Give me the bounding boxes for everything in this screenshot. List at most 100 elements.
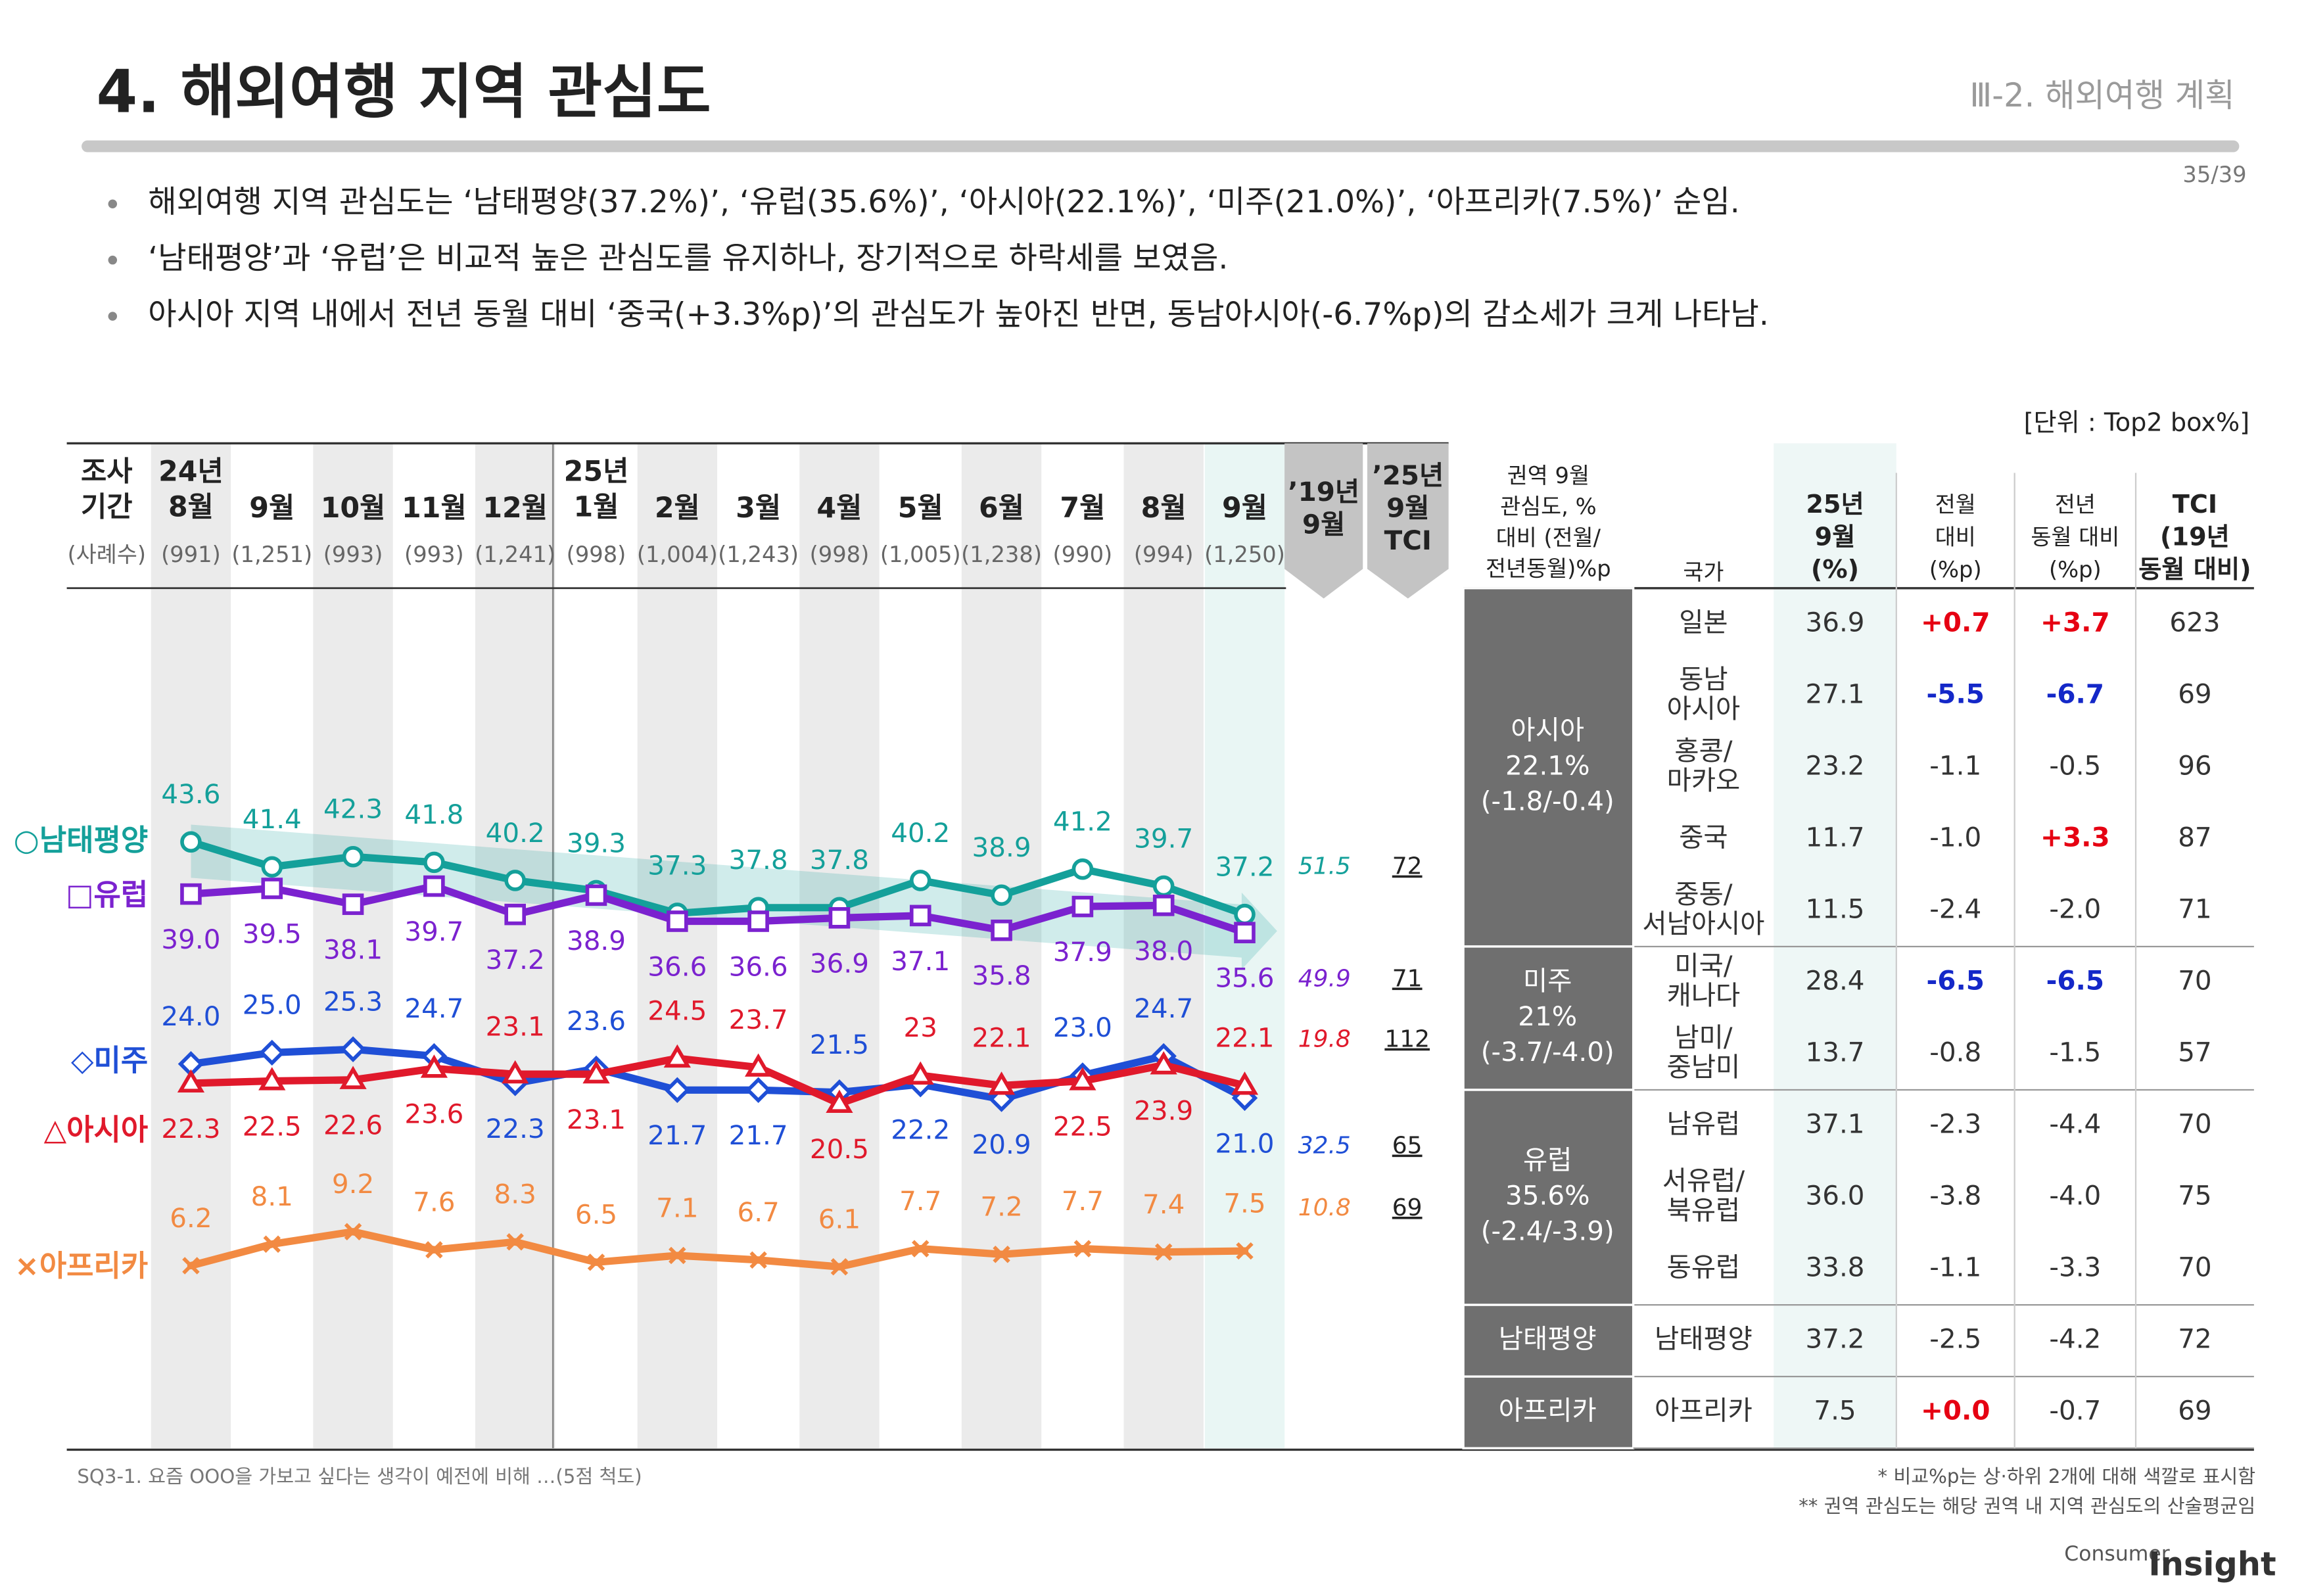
marker <box>423 851 445 874</box>
x-tick-label: 25년 1월 <box>564 455 629 523</box>
table-cell: 96 <box>2178 749 2211 781</box>
data-label: 6.7 <box>737 1196 779 1228</box>
table-cell: 미국/캐나다 <box>1667 950 1741 1011</box>
group-label: 아프리카 <box>1499 1395 1597 1426</box>
marker <box>504 903 526 926</box>
data-label: 39.7 <box>404 916 463 947</box>
table-cell: -2.0 <box>2049 893 2101 924</box>
data-label: 22.2 <box>891 1114 950 1146</box>
table-cell: -1.1 <box>1929 1252 1981 1283</box>
marker <box>747 910 769 932</box>
marker <box>502 1060 529 1084</box>
data-label: 41.8 <box>404 799 463 830</box>
value-2019: 49.9 <box>1298 966 1351 993</box>
marker <box>1236 1242 1254 1260</box>
table-cell: 37.1 <box>1805 1108 1864 1140</box>
column-band <box>475 443 555 1449</box>
marker <box>339 1066 367 1089</box>
data-label: 21.0 <box>1215 1127 1274 1159</box>
x-tick-label: 24년 8월 <box>158 455 224 523</box>
marker <box>340 1036 366 1062</box>
table-cell: 남태평양 <box>1655 1323 1753 1355</box>
marker <box>263 1235 281 1253</box>
marker <box>991 919 1012 941</box>
marker <box>344 1223 362 1240</box>
data-label: 39.5 <box>243 918 302 949</box>
legend-label: △아시아 <box>44 1112 149 1147</box>
table-cell: -5.5 <box>1927 678 1985 709</box>
marker <box>1071 895 1094 918</box>
data-label: 39.0 <box>161 924 220 955</box>
marker <box>1234 922 1256 944</box>
table-cell: -2.4 <box>1929 893 1981 924</box>
series-line <box>187 1228 1249 1271</box>
comparison-header <box>1367 443 1449 599</box>
table-cell: 남미/중남미 <box>1667 1021 1741 1083</box>
table-header: 국가 <box>1683 559 1724 585</box>
table-cell: -4.2 <box>2049 1323 2101 1355</box>
table-cell: -6.7 <box>2046 678 2104 709</box>
marker <box>342 893 364 915</box>
data-label: 22.5 <box>243 1110 302 1142</box>
comparison-label: ’25년 9월 TCI <box>1372 459 1444 556</box>
marker <box>1073 1240 1092 1257</box>
x-tick-label: 7월 <box>1060 492 1105 525</box>
sample-size: (1,005) <box>880 542 961 567</box>
table-cell: 11.5 <box>1805 893 1864 924</box>
table-cell: -3.8 <box>1929 1180 1981 1211</box>
sample-size: (1,250) <box>1204 542 1285 567</box>
table-cell: -2.5 <box>1929 1323 1981 1355</box>
logo: Consumer <box>2064 1542 2170 1566</box>
marker <box>342 845 364 868</box>
data-label: 22.3 <box>486 1113 545 1144</box>
data-label: 40.2 <box>486 817 545 849</box>
x-tick-label: 6월 <box>979 492 1024 525</box>
marker <box>261 878 283 899</box>
value-2019: 19.8 <box>1298 1026 1351 1053</box>
table-cell: +3.7 <box>2040 606 2110 638</box>
x-tick-label: 11월 <box>402 492 467 525</box>
data-label: 25.3 <box>323 986 383 1018</box>
marker <box>582 1060 610 1084</box>
data-label: 7.2 <box>980 1191 1022 1223</box>
marker <box>180 831 202 853</box>
table-header: 권역 9월 관심도, % 대비 (전월/전년동월)%p <box>1486 463 1611 582</box>
marker <box>912 1240 929 1257</box>
table-cell: -0.8 <box>1929 1036 1981 1068</box>
title-rule <box>82 140 2240 153</box>
table-cell: 71 <box>2178 893 2211 924</box>
value-2019: 51.5 <box>1298 853 1351 880</box>
bullet: ‘남태평양’과 ‘유럽’은 비교적 높은 관심도를 유지하나, 장기적으로 하락… <box>148 241 1228 277</box>
marker <box>1152 895 1175 916</box>
table-cell: 69 <box>2178 1395 2211 1426</box>
legend-label: ×아프리카 <box>14 1248 148 1283</box>
table-cell: 남유럽 <box>1667 1108 1741 1140</box>
group-cell <box>1462 1089 1635 1306</box>
data-label: 24.0 <box>161 1000 220 1032</box>
data-label: 21.7 <box>729 1119 788 1151</box>
table-cell: 70 <box>2178 1108 2211 1140</box>
data-label: 41.2 <box>1053 806 1112 837</box>
data-label: 6.1 <box>818 1203 860 1234</box>
data-label: 22.6 <box>323 1110 383 1141</box>
sample-size: (990) <box>1053 542 1113 567</box>
marker <box>991 884 1012 906</box>
table-cell: 27.1 <box>1805 678 1864 709</box>
x-tick-label: 4월 <box>816 492 862 525</box>
marker <box>585 884 607 906</box>
comparison-header <box>1284 443 1363 599</box>
data-label: 39.7 <box>1134 822 1193 854</box>
data-label: 38.9 <box>567 925 626 956</box>
marker <box>830 1257 849 1276</box>
sample-size: (998) <box>810 542 870 567</box>
tci: 65 <box>1392 1133 1423 1160</box>
marker <box>506 1233 524 1251</box>
bullet-dot <box>108 199 118 208</box>
x-tick-label: 8월 <box>1141 492 1187 525</box>
table-cell: -1.0 <box>1929 821 1981 853</box>
marker <box>745 1053 772 1077</box>
data-label: 37.2 <box>1215 851 1274 882</box>
group-label: 아시아 22.1% (-1.8/-0.4) <box>1481 714 1614 816</box>
tci: 72 <box>1392 853 1423 880</box>
